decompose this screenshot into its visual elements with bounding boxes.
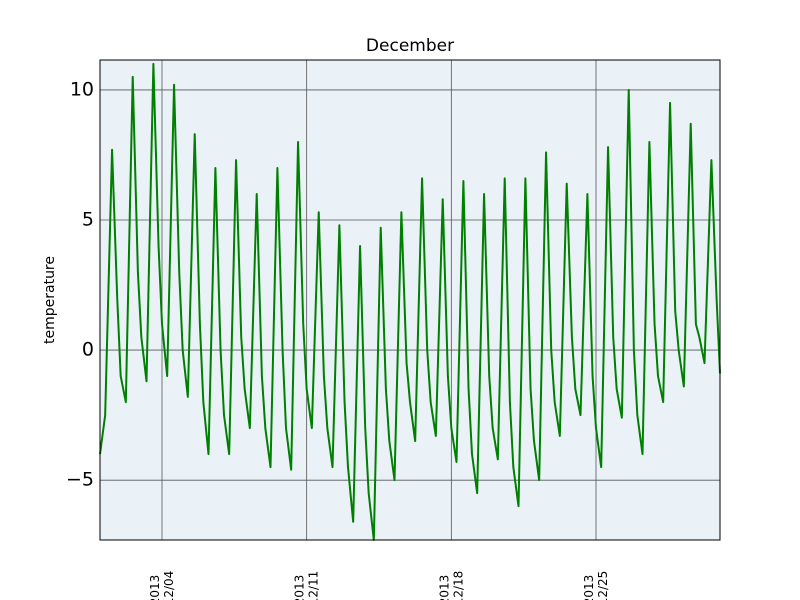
plot-frame (99, 59, 721, 541)
x-tick-label: 2013/12/11 (292, 571, 320, 600)
y-tick-label: 0 (82, 339, 94, 361)
plot-area (100, 60, 720, 540)
x-tick-label: 2013/12/25 (582, 571, 610, 600)
chart-title: December (366, 36, 454, 56)
x-tick-line: /12/25 (596, 571, 610, 600)
x-tick-line: 2013 (437, 575, 451, 600)
y-tick-label: −5 (66, 469, 94, 491)
x-tick-line: /12/11 (306, 571, 320, 600)
y-tick-label: 5 (82, 209, 94, 231)
x-tick-line: /12/18 (451, 571, 465, 600)
x-tick-line: 2013 (148, 575, 162, 600)
y-axis-label: temperature (42, 256, 58, 344)
x-tick-line: 2013 (582, 575, 596, 600)
x-tick-line: 2013 (292, 575, 306, 600)
y-tick-label: 10 (70, 78, 94, 100)
x-tick-label: 2013/12/04 (148, 571, 176, 600)
line (99, 62, 721, 541)
x-tick-line: /12/04 (162, 571, 176, 600)
x-tick-label: 2013/12/18 (437, 571, 465, 600)
